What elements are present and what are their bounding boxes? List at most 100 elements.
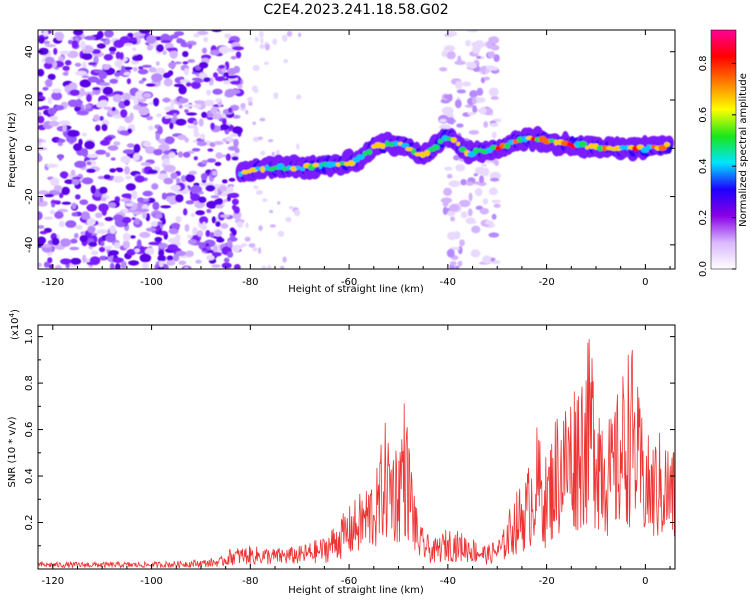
spectrogram-cell xyxy=(91,49,101,55)
spectrogram-cell xyxy=(325,161,334,168)
spectrogram-cell xyxy=(218,46,230,54)
spectrogram-cell xyxy=(185,82,192,87)
spectrogram-cell xyxy=(281,166,289,171)
spectrogram-cell xyxy=(210,106,218,115)
spectrogram-cell xyxy=(49,209,56,215)
snr-x-ticks: -120 -100 -80 -60 -40 -20 0 xyxy=(41,325,671,587)
colorbar-ticks: 0.0 0.2 0.4 0.6 0.8 xyxy=(698,55,736,277)
spectrogram-cell xyxy=(663,142,671,147)
spectrogram-cell xyxy=(177,134,187,140)
spectrogram-cell xyxy=(64,60,72,66)
spectrogram-cell xyxy=(447,210,456,217)
spectrogram-cell xyxy=(156,113,162,118)
spectrogram-cell xyxy=(203,36,209,43)
spectrogram-cell xyxy=(215,76,225,82)
snr-y-axis-label: SNR (10 * v/v) xyxy=(7,416,18,487)
spectrogram-cell xyxy=(45,78,53,88)
spectrogram-cell xyxy=(166,255,174,261)
spectrogram-cell xyxy=(169,49,178,59)
spectrogram-cell xyxy=(282,256,287,263)
spectrogram-cell xyxy=(61,201,72,205)
spectrogram-cell xyxy=(112,94,122,103)
x-tick-label: -120 xyxy=(41,576,64,587)
x-tick-label: -60 xyxy=(341,277,357,288)
spectrogram-cell xyxy=(98,82,111,86)
spectrogram-cell xyxy=(71,212,79,217)
spectrogram-cell xyxy=(148,67,157,73)
spectrogram-cell xyxy=(120,155,131,164)
spectrogram-cell xyxy=(444,94,451,99)
spectrogram-cell xyxy=(75,70,87,76)
spectrogram-cells xyxy=(38,30,674,269)
spectrogram-cell xyxy=(82,61,87,70)
spectrogram-cell xyxy=(131,217,136,221)
y-tick-label: -40 xyxy=(24,237,35,253)
spectrogram-cell xyxy=(441,50,448,58)
spectrogram-cell xyxy=(84,140,95,150)
spectrogram-cell xyxy=(232,46,244,51)
spectrogram-cell xyxy=(62,124,67,132)
spectrogram-y-axis-label: Frequency (Hz) xyxy=(7,112,18,188)
spectrogram-cell xyxy=(45,56,55,64)
spectrogram-cell xyxy=(74,233,79,239)
spectrogram-cell xyxy=(272,38,278,45)
spectrogram-cell xyxy=(167,244,179,251)
spectrogram-cell xyxy=(132,47,137,52)
colorbar-tick-label: 0.8 xyxy=(698,55,709,71)
spectrogram-cell xyxy=(282,34,288,42)
spectrogram-cell xyxy=(108,202,117,209)
spectrogram-cell xyxy=(67,129,79,138)
spectrogram-cell xyxy=(198,196,207,204)
spectrogram-cell xyxy=(388,142,395,147)
spectrogram-cell xyxy=(48,120,60,127)
spectrogram-cell xyxy=(175,194,184,203)
colorbar-label: Normalized spectral amplitude xyxy=(738,73,749,227)
y-tick-label: 40 xyxy=(24,45,35,58)
spectrogram-cell xyxy=(193,132,200,138)
spectrogram-cell xyxy=(201,111,208,118)
spectrogram-cell xyxy=(38,111,42,117)
spectrogram-cell xyxy=(455,80,463,90)
y-tick-label: -20 xyxy=(24,188,35,204)
spectrogram-cell xyxy=(461,81,472,87)
spectrogram-cell xyxy=(51,88,62,94)
spectrogram-cell xyxy=(173,31,185,36)
spectrogram-cell xyxy=(120,198,131,202)
spectrogram-cell xyxy=(460,211,468,219)
spectrogram-cell xyxy=(108,46,117,53)
colorbar-tick-label: 0.6 xyxy=(698,107,709,123)
spectrogram-cell xyxy=(105,234,116,243)
spectrogram-cell xyxy=(493,203,501,208)
x-tick-label: -20 xyxy=(538,277,554,288)
spectrogram-cell xyxy=(187,239,197,245)
spectrogram-cell xyxy=(231,244,241,253)
spectrogram-cell xyxy=(141,77,147,82)
spectrogram-cell xyxy=(218,185,227,192)
spectrogram-cell xyxy=(232,114,241,119)
spectrogram-cell xyxy=(48,264,54,269)
spectrogram-cell xyxy=(439,124,451,130)
spectrogram-cell xyxy=(229,227,235,233)
spectrogram-cell xyxy=(69,246,80,251)
spectrogram-cell xyxy=(172,113,178,118)
spectrogram-cell xyxy=(134,248,141,253)
spectrogram-cell xyxy=(112,257,124,264)
spectrogram-cell xyxy=(366,149,373,155)
spectrogram-cell xyxy=(103,174,111,180)
x-tick-label: -40 xyxy=(440,576,456,587)
spectrogram-cell xyxy=(99,255,108,261)
spectrogram-cell xyxy=(62,72,69,76)
spectrogram-cell xyxy=(95,212,103,219)
spectrogram-cell xyxy=(82,148,89,158)
spectrogram-cell xyxy=(132,67,138,72)
spectrogram-cell xyxy=(210,195,219,199)
spectrogram-cell xyxy=(162,72,171,79)
spectrogram-cell xyxy=(225,153,231,161)
spectrogram-cell xyxy=(168,227,179,235)
x-tick-label: 0 xyxy=(642,576,648,587)
spectrogram-cell xyxy=(182,51,189,58)
spectrogram-cell xyxy=(222,80,233,85)
spectrogram-cell xyxy=(441,106,454,116)
spectrogram-cell xyxy=(222,179,228,184)
